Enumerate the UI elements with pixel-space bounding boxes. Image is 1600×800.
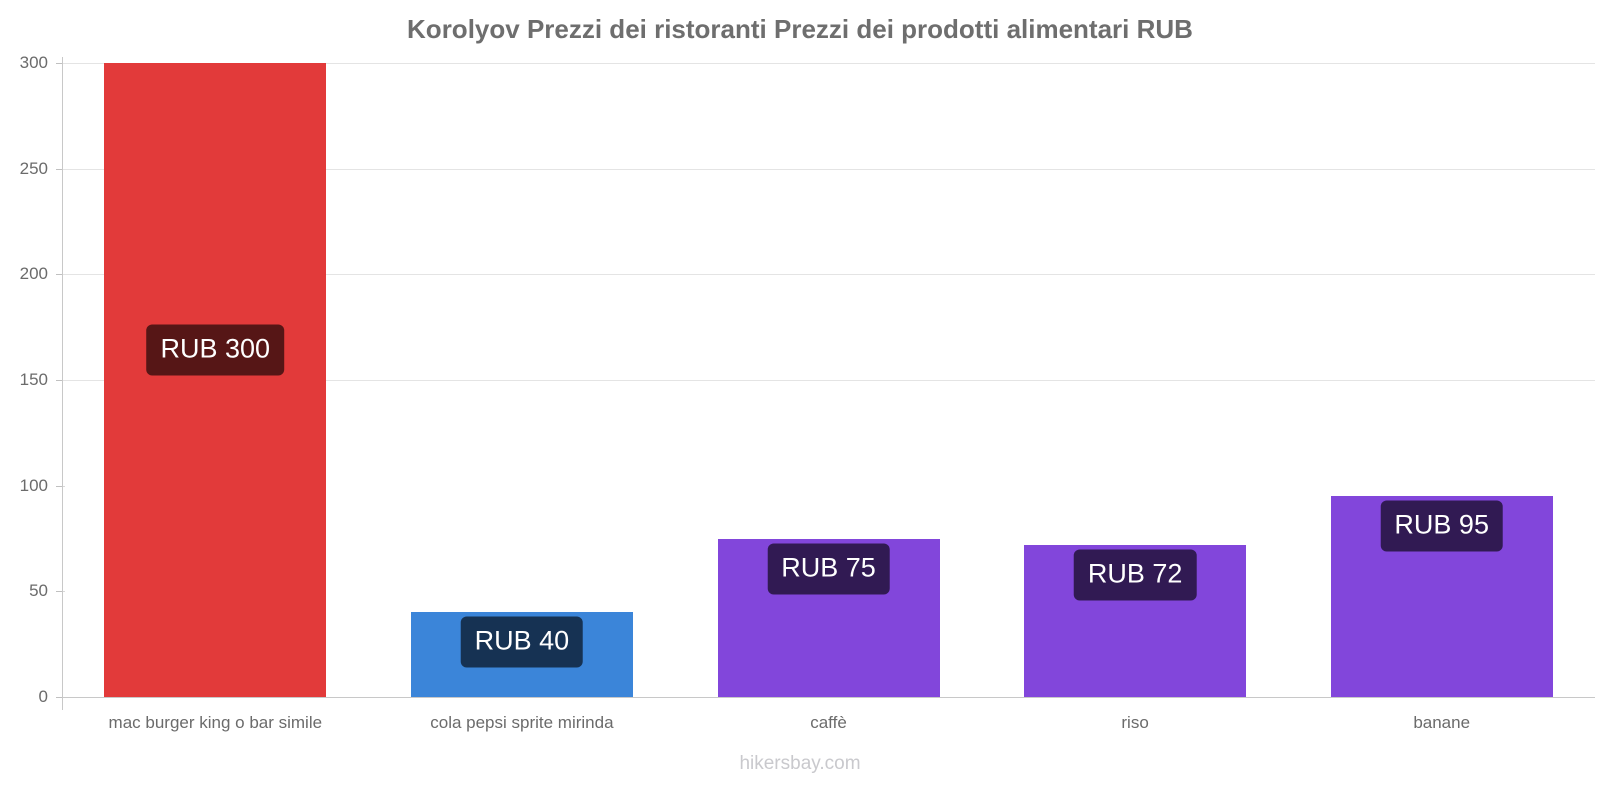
y-tick-label-50: 50 — [29, 581, 48, 600]
y-tick-label-0: 0 — [38, 687, 48, 706]
gridline-200 — [62, 274, 1595, 275]
gridline-50 — [62, 591, 1595, 592]
chart-title: Korolyov Prezzi dei ristoranti Prezzi de… — [407, 14, 1193, 44]
y-tick-label-200: 200 — [19, 264, 48, 283]
y-tick-mark-0 — [56, 697, 62, 698]
y-tick-mark-50 — [56, 591, 62, 592]
gridline-250 — [62, 169, 1595, 170]
footer-credit: hikersbay.com — [739, 753, 861, 774]
value-label-2: RUB 75 — [767, 543, 890, 594]
bars-layer — [62, 63, 1595, 697]
y-tick-mark-250 — [56, 169, 62, 170]
y-tick-label-300: 300 — [19, 53, 48, 72]
y-axis-spine — [62, 57, 63, 710]
y-tick-mark-300 — [56, 63, 62, 64]
gridline-100 — [62, 486, 1595, 487]
category-label-1: cola pepsi sprite mirinda — [430, 713, 614, 732]
plot-area — [62, 63, 1595, 697]
y-tick-mark-200 — [56, 274, 62, 275]
value-label-1: RUB 40 — [460, 616, 584, 668]
gridline-150 — [62, 380, 1595, 381]
y-tick-mark-150 — [56, 380, 62, 381]
value-label-4: RUB 95 — [1380, 500, 1503, 552]
bar-0[interactable] — [104, 63, 327, 697]
category-label-3: riso — [1121, 713, 1149, 732]
y-tick-label-150: 150 — [19, 370, 48, 389]
gridline-300 — [62, 63, 1595, 64]
value-label-3: RUB 72 — [1073, 549, 1197, 601]
category-label-4: banane — [1413, 713, 1471, 732]
category-label-0: mac burger king o bar simile — [108, 713, 323, 732]
y-tick-mark-100 — [56, 486, 62, 487]
y-tick-label-250: 250 — [19, 159, 48, 178]
x-axis-line — [62, 697, 1595, 698]
value-label-0: RUB 300 — [146, 324, 285, 376]
y-tick-label-100: 100 — [19, 476, 48, 495]
category-label-2: caffè — [810, 713, 847, 732]
